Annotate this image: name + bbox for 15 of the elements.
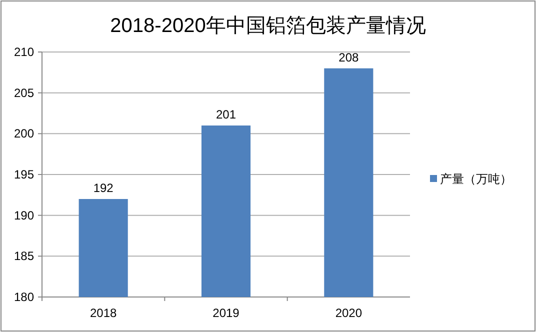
- y-tick-label: 190: [14, 208, 34, 222]
- y-tick-label: 205: [14, 86, 34, 100]
- x-tick-label: 2020: [335, 306, 362, 320]
- chart-title: 2018-2020年中国铝箔包装产量情况: [110, 15, 426, 37]
- x-tick-label: 2019: [212, 306, 240, 320]
- y-tick-label: 180: [14, 290, 34, 304]
- data-label: 201: [216, 108, 236, 122]
- data-label: 208: [338, 50, 359, 64]
- data-label: 192: [93, 181, 114, 195]
- legend-label: 产量（万吨）: [440, 172, 512, 186]
- y-tick-label: 185: [14, 249, 34, 264]
- y-tick-label: 200: [14, 126, 34, 141]
- x-tick-label: 2018: [90, 306, 118, 320]
- y-tick-label: 210: [14, 45, 34, 59]
- y-tick-label: 195: [14, 168, 34, 182]
